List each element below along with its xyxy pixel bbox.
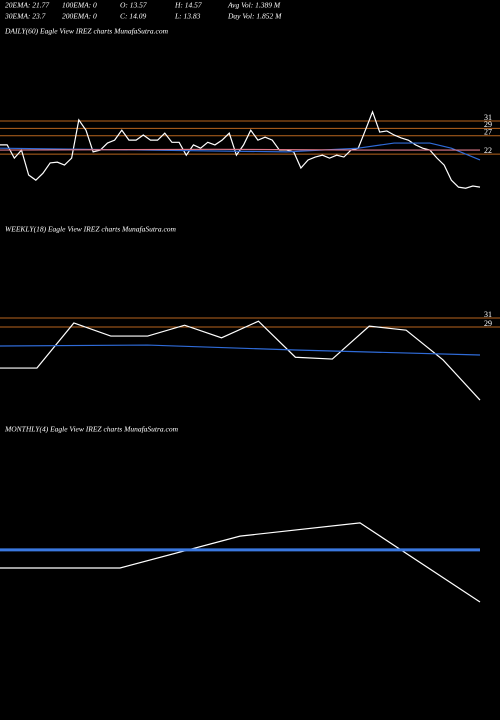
- price-line: [0, 110, 481, 189]
- header-stat: Avg Vol: 1.389 M: [227, 1, 281, 10]
- y-tick-label: 31: [484, 113, 492, 122]
- header-stat: 200EMA: 0: [62, 12, 97, 21]
- header-stat: 20EMA: 21.77: [5, 1, 49, 10]
- price-line: [0, 142, 481, 161]
- panel-title: DAILY(60) Eagle View IREZ charts MunafaS…: [4, 27, 169, 36]
- price-line: [0, 320, 481, 401]
- header-stat: 30EMA: 23.7: [4, 12, 46, 21]
- header-stat: L: 13.83: [174, 12, 201, 21]
- price-line: [0, 522, 481, 603]
- header-stat: O: 13.57: [120, 1, 147, 10]
- header-stat: Day Vol: 1.852 M: [227, 12, 282, 21]
- header-stat: H: 14.57: [174, 1, 202, 10]
- panel-title: MONTHLY(4) Eagle View IREZ charts Munafa…: [4, 425, 179, 434]
- panel-title: WEEKLY(18) Eagle View IREZ charts Munafa…: [5, 225, 177, 234]
- y-tick-label: 29: [484, 120, 492, 129]
- price-line: [0, 344, 481, 356]
- y-tick-label: 27: [484, 128, 492, 137]
- y-tick-label: 29: [484, 319, 492, 328]
- y-tick-label: 22: [484, 146, 492, 155]
- header-stat: C: 14.09: [120, 12, 147, 21]
- y-tick-label: 31: [484, 310, 492, 319]
- price-line: [0, 148, 480, 151]
- header-stat: 100EMA: 0: [62, 1, 97, 10]
